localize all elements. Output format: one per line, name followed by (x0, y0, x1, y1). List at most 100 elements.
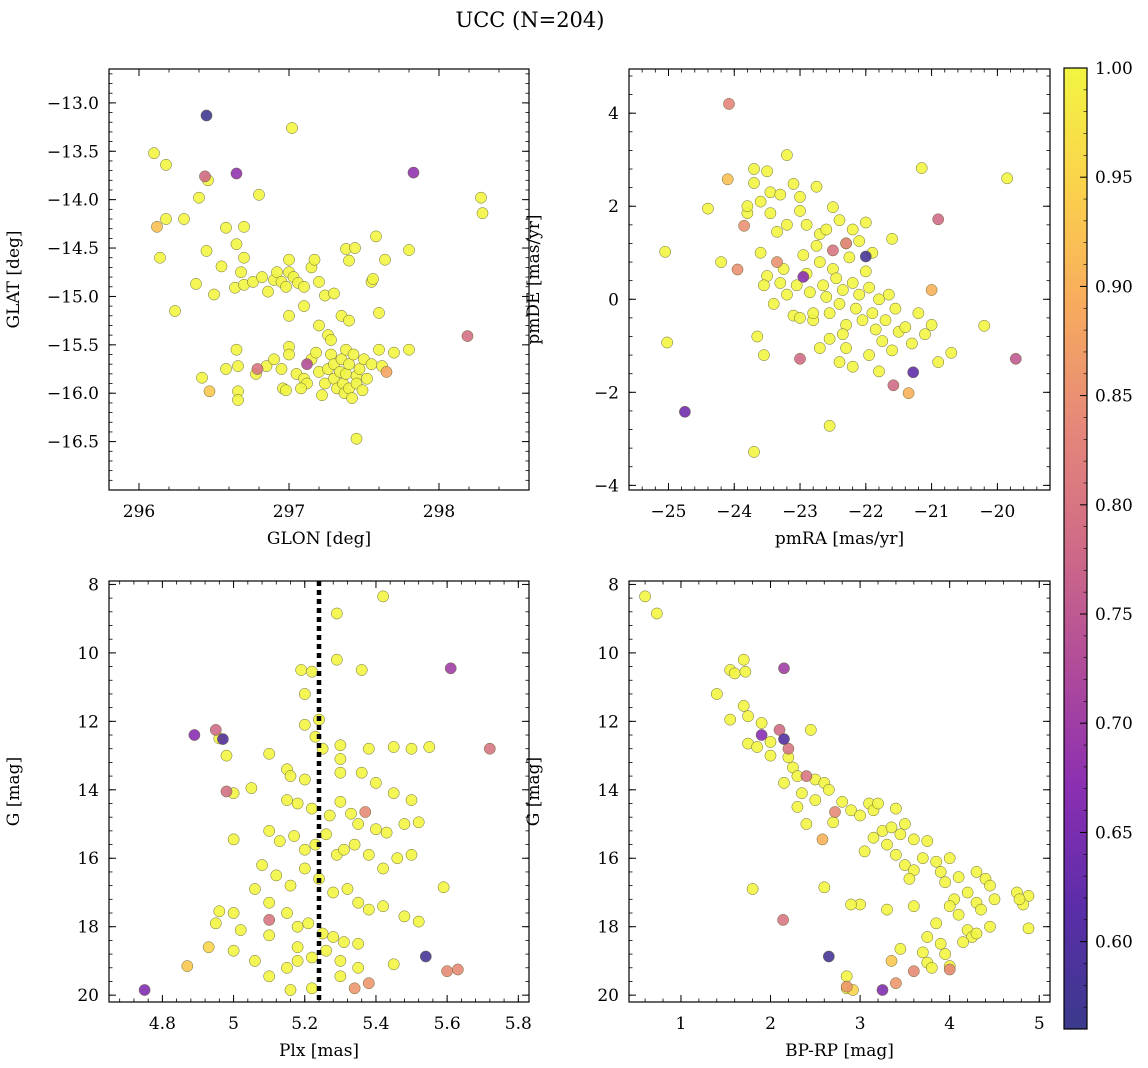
data-point-panel-3 (362, 848, 375, 861)
data-point-panel-2 (853, 288, 866, 301)
colorbar-tick-label: 0.60 (1095, 933, 1133, 953)
data-point-panel-3 (398, 818, 411, 830)
x-tick-label: −25 (651, 502, 687, 522)
data-point-panel-1 (275, 363, 288, 375)
data-point-panel-2 (932, 356, 945, 368)
data-point-panel-3 (362, 903, 375, 916)
data-point-panel-4 (885, 955, 898, 967)
data-point-panel-4 (822, 950, 835, 963)
data-point-panel-4 (800, 818, 813, 830)
data-point-panel-3 (181, 960, 194, 972)
data-point-panel-3 (483, 742, 496, 755)
data-point-panel-3 (263, 896, 276, 909)
data-point-panel-1 (283, 309, 295, 322)
data-point-panel-2 (866, 307, 879, 320)
data-point-panel-2 (751, 330, 764, 343)
data-point-panel-1 (325, 348, 337, 361)
data-point-panel-1 (196, 371, 208, 384)
data-point-panel-3 (330, 607, 343, 620)
x-tick-label: −22 (848, 502, 884, 522)
data-point-panel-3 (334, 753, 347, 765)
data-point-panel-2 (741, 200, 754, 213)
data-point-panel-2 (781, 218, 793, 231)
data-point-panel-3 (387, 741, 400, 753)
colorbar-tick-label: 0.65 (1095, 823, 1133, 843)
data-point-panel-1 (403, 244, 415, 256)
data-point-panel-1 (388, 346, 400, 359)
data-point-panel-2 (659, 245, 672, 258)
data-point-panel-2 (859, 216, 872, 229)
data-point-panel-2 (859, 265, 872, 278)
data-point-panel-4 (890, 802, 902, 815)
data-point-panel-3 (362, 977, 375, 990)
data-point-panel-1 (247, 276, 259, 288)
data-point-panel-2 (840, 342, 852, 354)
data-point-panel-3 (338, 936, 350, 948)
data-point-panel-3 (306, 802, 318, 815)
data-point-panel-4 (816, 833, 829, 846)
data-point-panel-1 (160, 158, 172, 171)
y-tick-label: −4 (594, 476, 619, 496)
data-point-panel-3 (209, 724, 222, 736)
data-point-panel-3 (405, 794, 418, 806)
data-point-panel-3 (306, 982, 318, 995)
data-point-panel-2 (873, 293, 885, 306)
data-point-panel-2 (764, 186, 777, 199)
data-point-panel-4 (907, 900, 920, 913)
data-point-panel-1 (373, 343, 385, 356)
data-point-panel-1 (379, 253, 391, 266)
data-point-panel-3 (334, 795, 347, 808)
data-point-panel-3 (284, 770, 297, 782)
data-point-panel-3 (380, 826, 393, 839)
data-point-panel-2 (886, 344, 898, 357)
data-point-panel-2 (823, 307, 836, 320)
data-point-panel-4 (755, 717, 768, 729)
data-point-panel-3 (213, 905, 226, 918)
data-point-panel-2 (774, 188, 787, 201)
data-point-panel-4 (881, 903, 893, 916)
data-point-panel-3 (188, 729, 201, 741)
data-point-panel-2 (715, 256, 727, 268)
x-tick-label: 297 (273, 502, 305, 522)
y-tick-label: 14 (597, 781, 619, 801)
data-point-panel-3 (348, 838, 361, 851)
colorbar-tick-label: 0.80 (1095, 496, 1133, 516)
data-point-panel-4 (650, 607, 663, 620)
data-point-panel-2 (925, 319, 938, 331)
data-point-panel-1 (313, 276, 325, 288)
data-point-panel-3 (306, 951, 318, 964)
data-point-panel-2 (823, 332, 836, 345)
data-point-panel-4 (970, 927, 983, 940)
data-point-panel-3 (302, 917, 315, 930)
y-axis-label: G [mag] (4, 757, 24, 826)
data-point-panel-2 (945, 346, 958, 359)
data-point-panel-1 (203, 385, 216, 398)
data-point-panel-3 (295, 664, 308, 676)
data-point-panel-2 (797, 271, 810, 283)
data-point-panel-2 (836, 284, 849, 296)
data-point-panel-3 (419, 950, 432, 963)
x-axis-label: BP-RP [mag] (785, 1041, 894, 1061)
data-point-panel-4 (755, 729, 768, 741)
data-point-panel-1 (343, 314, 355, 327)
data-point-panel-3 (334, 766, 347, 779)
data-point-panel-3 (327, 886, 340, 899)
data-point-panel-1 (403, 343, 415, 356)
data-point-panel-3 (291, 797, 304, 810)
data-point-panel-2 (738, 219, 750, 232)
data-point-panel-3 (245, 782, 258, 794)
y-tick-label: 20 (597, 986, 619, 1006)
data-point-panel-1 (346, 392, 358, 404)
y-axis-label: pmDE [mas/yr] (524, 214, 544, 344)
data-point-panel-4 (858, 845, 871, 858)
data-point-panel-4 (639, 590, 651, 603)
data-point-panel-2 (794, 312, 806, 324)
data-point-panel-1 (325, 334, 337, 346)
data-point-panel-2 (800, 218, 813, 231)
data-point-panel-1 (343, 358, 355, 371)
x-tick-label: −21 (914, 502, 950, 522)
x-tick-label: 5.8 (505, 1014, 532, 1034)
data-point-panel-4 (907, 965, 920, 978)
data-point-panel-2 (876, 335, 889, 347)
data-point-panel-2 (827, 244, 839, 257)
